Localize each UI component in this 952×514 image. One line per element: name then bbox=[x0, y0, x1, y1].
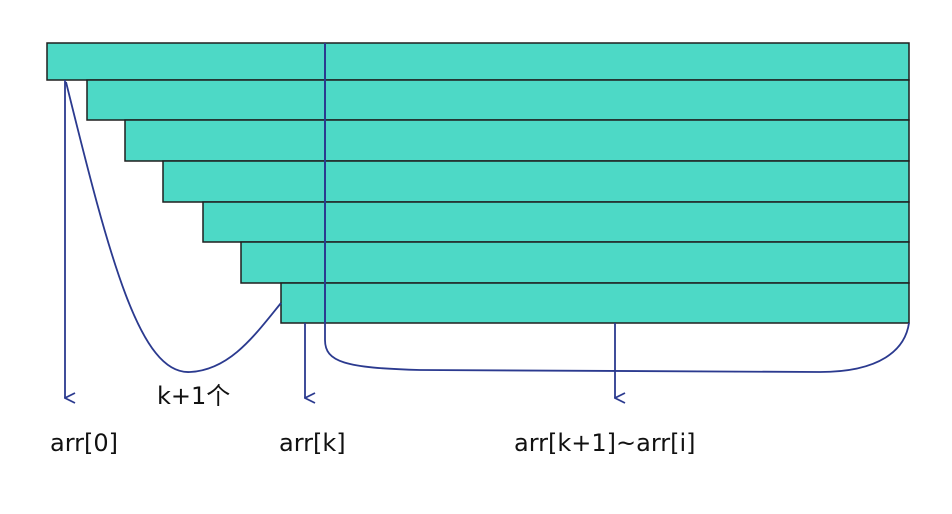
bars-group bbox=[46, 42, 910, 324]
bar-4 bbox=[162, 160, 910, 203]
bar-6 bbox=[240, 241, 910, 284]
bar-5 bbox=[202, 201, 910, 243]
bar-7 bbox=[280, 282, 910, 324]
arr0-label: arr[0] bbox=[50, 429, 118, 457]
arrk-label: arr[k] bbox=[279, 429, 346, 457]
count-brace-curve bbox=[65, 81, 282, 373]
arr-range-label: arr[k+1]~arr[i] bbox=[514, 429, 696, 457]
count-label: k+1个 bbox=[157, 382, 230, 410]
bar-3 bbox=[124, 119, 910, 162]
bar-2 bbox=[86, 79, 910, 121]
bar-1 bbox=[46, 42, 910, 81]
range-bracket bbox=[324, 322, 910, 373]
